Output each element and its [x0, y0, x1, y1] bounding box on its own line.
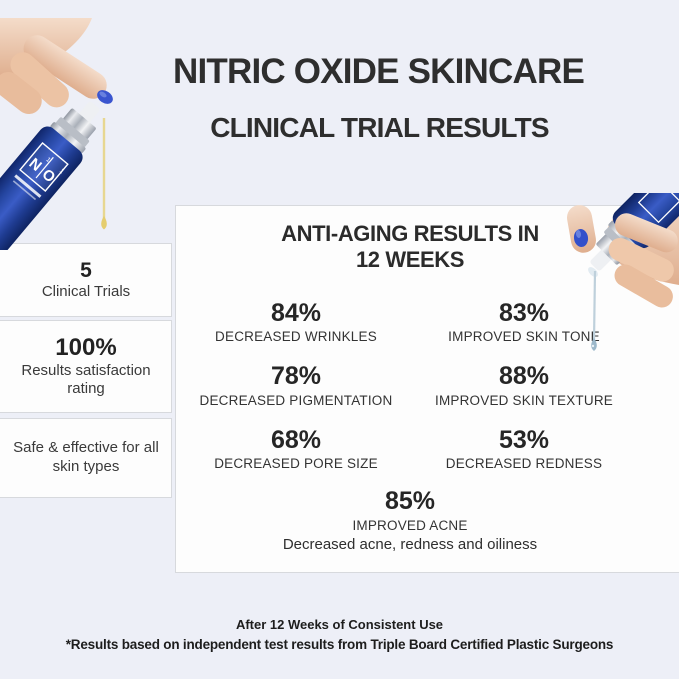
stat-label: DECREASED REDNESS	[445, 456, 603, 472]
stat-improved-acne: 85% IMPROVED ACNE Decreased acne, rednes…	[182, 488, 638, 553]
bottle-drip-left-image: N 1 O 1	[0, 18, 113, 276]
stat-value: 68%	[270, 425, 322, 454]
product-photo-right	[562, 115, 679, 398]
bottle-label-box	[19, 142, 69, 193]
stat-value: 84%	[270, 298, 322, 327]
fingers-over-bottle	[566, 205, 678, 308]
serum-drip-icon	[588, 267, 598, 351]
page-subtitle: CLINICAL TRIAL RESULTS	[210, 112, 549, 143]
bottle-image: N 1 O 1	[0, 101, 100, 276]
side-stat-value: 100%	[55, 333, 117, 361]
stat-label: DECREASED WRINKLES	[215, 329, 377, 345]
stat-label: IMPROVED SKIN TONE	[448, 329, 600, 345]
stat-label: IMPROVED SKIN TEXTURE	[435, 392, 613, 408]
results-panel: ANTI-AGING RESULTS IN 12 WEEKS 84% DECRE…	[175, 205, 679, 573]
bottle-label-sup: 1	[58, 168, 66, 176]
painted-nail-icon	[97, 90, 113, 104]
stat-decreased-pore-size: 68% DECREASED PORE SIZE	[182, 425, 410, 472]
results-heading: ANTI-AGING RESULTS IN 12 WEEKS	[182, 221, 638, 274]
bottle-label-sup: 1	[45, 156, 53, 164]
stat-label: IMPROVED ACNE	[352, 517, 468, 533]
side-stat-clinical-trials: 5 Clinical Trials	[0, 243, 172, 317]
side-stat-label: Clinical Trials	[41, 282, 131, 300]
hand-left-image	[0, 18, 113, 115]
stat-improved-skin-texture: 88% IMPROVED SKIN TEXTURE	[410, 363, 638, 408]
results-stats-grid: 84% DECREASED WRINKLES 83% IMPROVED SKIN…	[182, 298, 638, 472]
stat-label: DECREASED PORE SIZE	[214, 456, 378, 472]
painted-nail-icon	[573, 229, 589, 247]
stat-decreased-pigmentation: 78% DECREASED PIGMENTATION	[182, 363, 410, 408]
stat-value: 53%	[498, 425, 550, 454]
results-panel-content: ANTI-AGING RESULTS IN 12 WEEKS 84% DECRE…	[182, 206, 638, 553]
side-stat-label: Safe & effective for all skin types	[13, 439, 159, 475]
stat-value: 88%	[498, 362, 550, 391]
stat-value: 83%	[498, 298, 550, 327]
results-heading-line1: ANTI-AGING RESULTS IN	[281, 221, 539, 246]
stat-description: Decreased acne, redness and oiliness	[282, 535, 538, 553]
serum-drip-icon	[101, 118, 107, 230]
stat-decreased-redness: 53% DECREASED REDNESS	[410, 425, 638, 472]
stat-improved-skin-tone: 83% IMPROVED SKIN TONE	[410, 298, 638, 345]
footer-usage-note: After 12 Weeks of Consistent Use	[235, 617, 444, 632]
stat-label: DECREASED PIGMENTATION	[199, 392, 393, 408]
side-stat-label: Results satisfaction rating	[21, 361, 151, 398]
side-stat-skin-types: Safe & effective for all skin types	[0, 418, 172, 498]
stat-value: 78%	[270, 362, 322, 391]
results-heading-line2: 12 WEEKS	[355, 247, 465, 273]
stat-decreased-wrinkles: 84% DECREASED WRINKLES	[182, 298, 410, 345]
footer-disclaimer: *Results based on independent test resul…	[65, 637, 614, 652]
product-photo-left: N 1 O 1	[0, 18, 150, 276]
page-title: NITRIC OXIDE SKINCARE	[172, 52, 585, 91]
side-stat-satisfaction: 100% Results satisfaction rating	[0, 320, 172, 413]
side-stat-value: 5	[80, 258, 92, 282]
bottle-drip-right-image	[566, 115, 679, 351]
stat-value: 85%	[384, 487, 436, 516]
footer: After 12 Weeks of Consistent Use *Result…	[0, 617, 679, 652]
